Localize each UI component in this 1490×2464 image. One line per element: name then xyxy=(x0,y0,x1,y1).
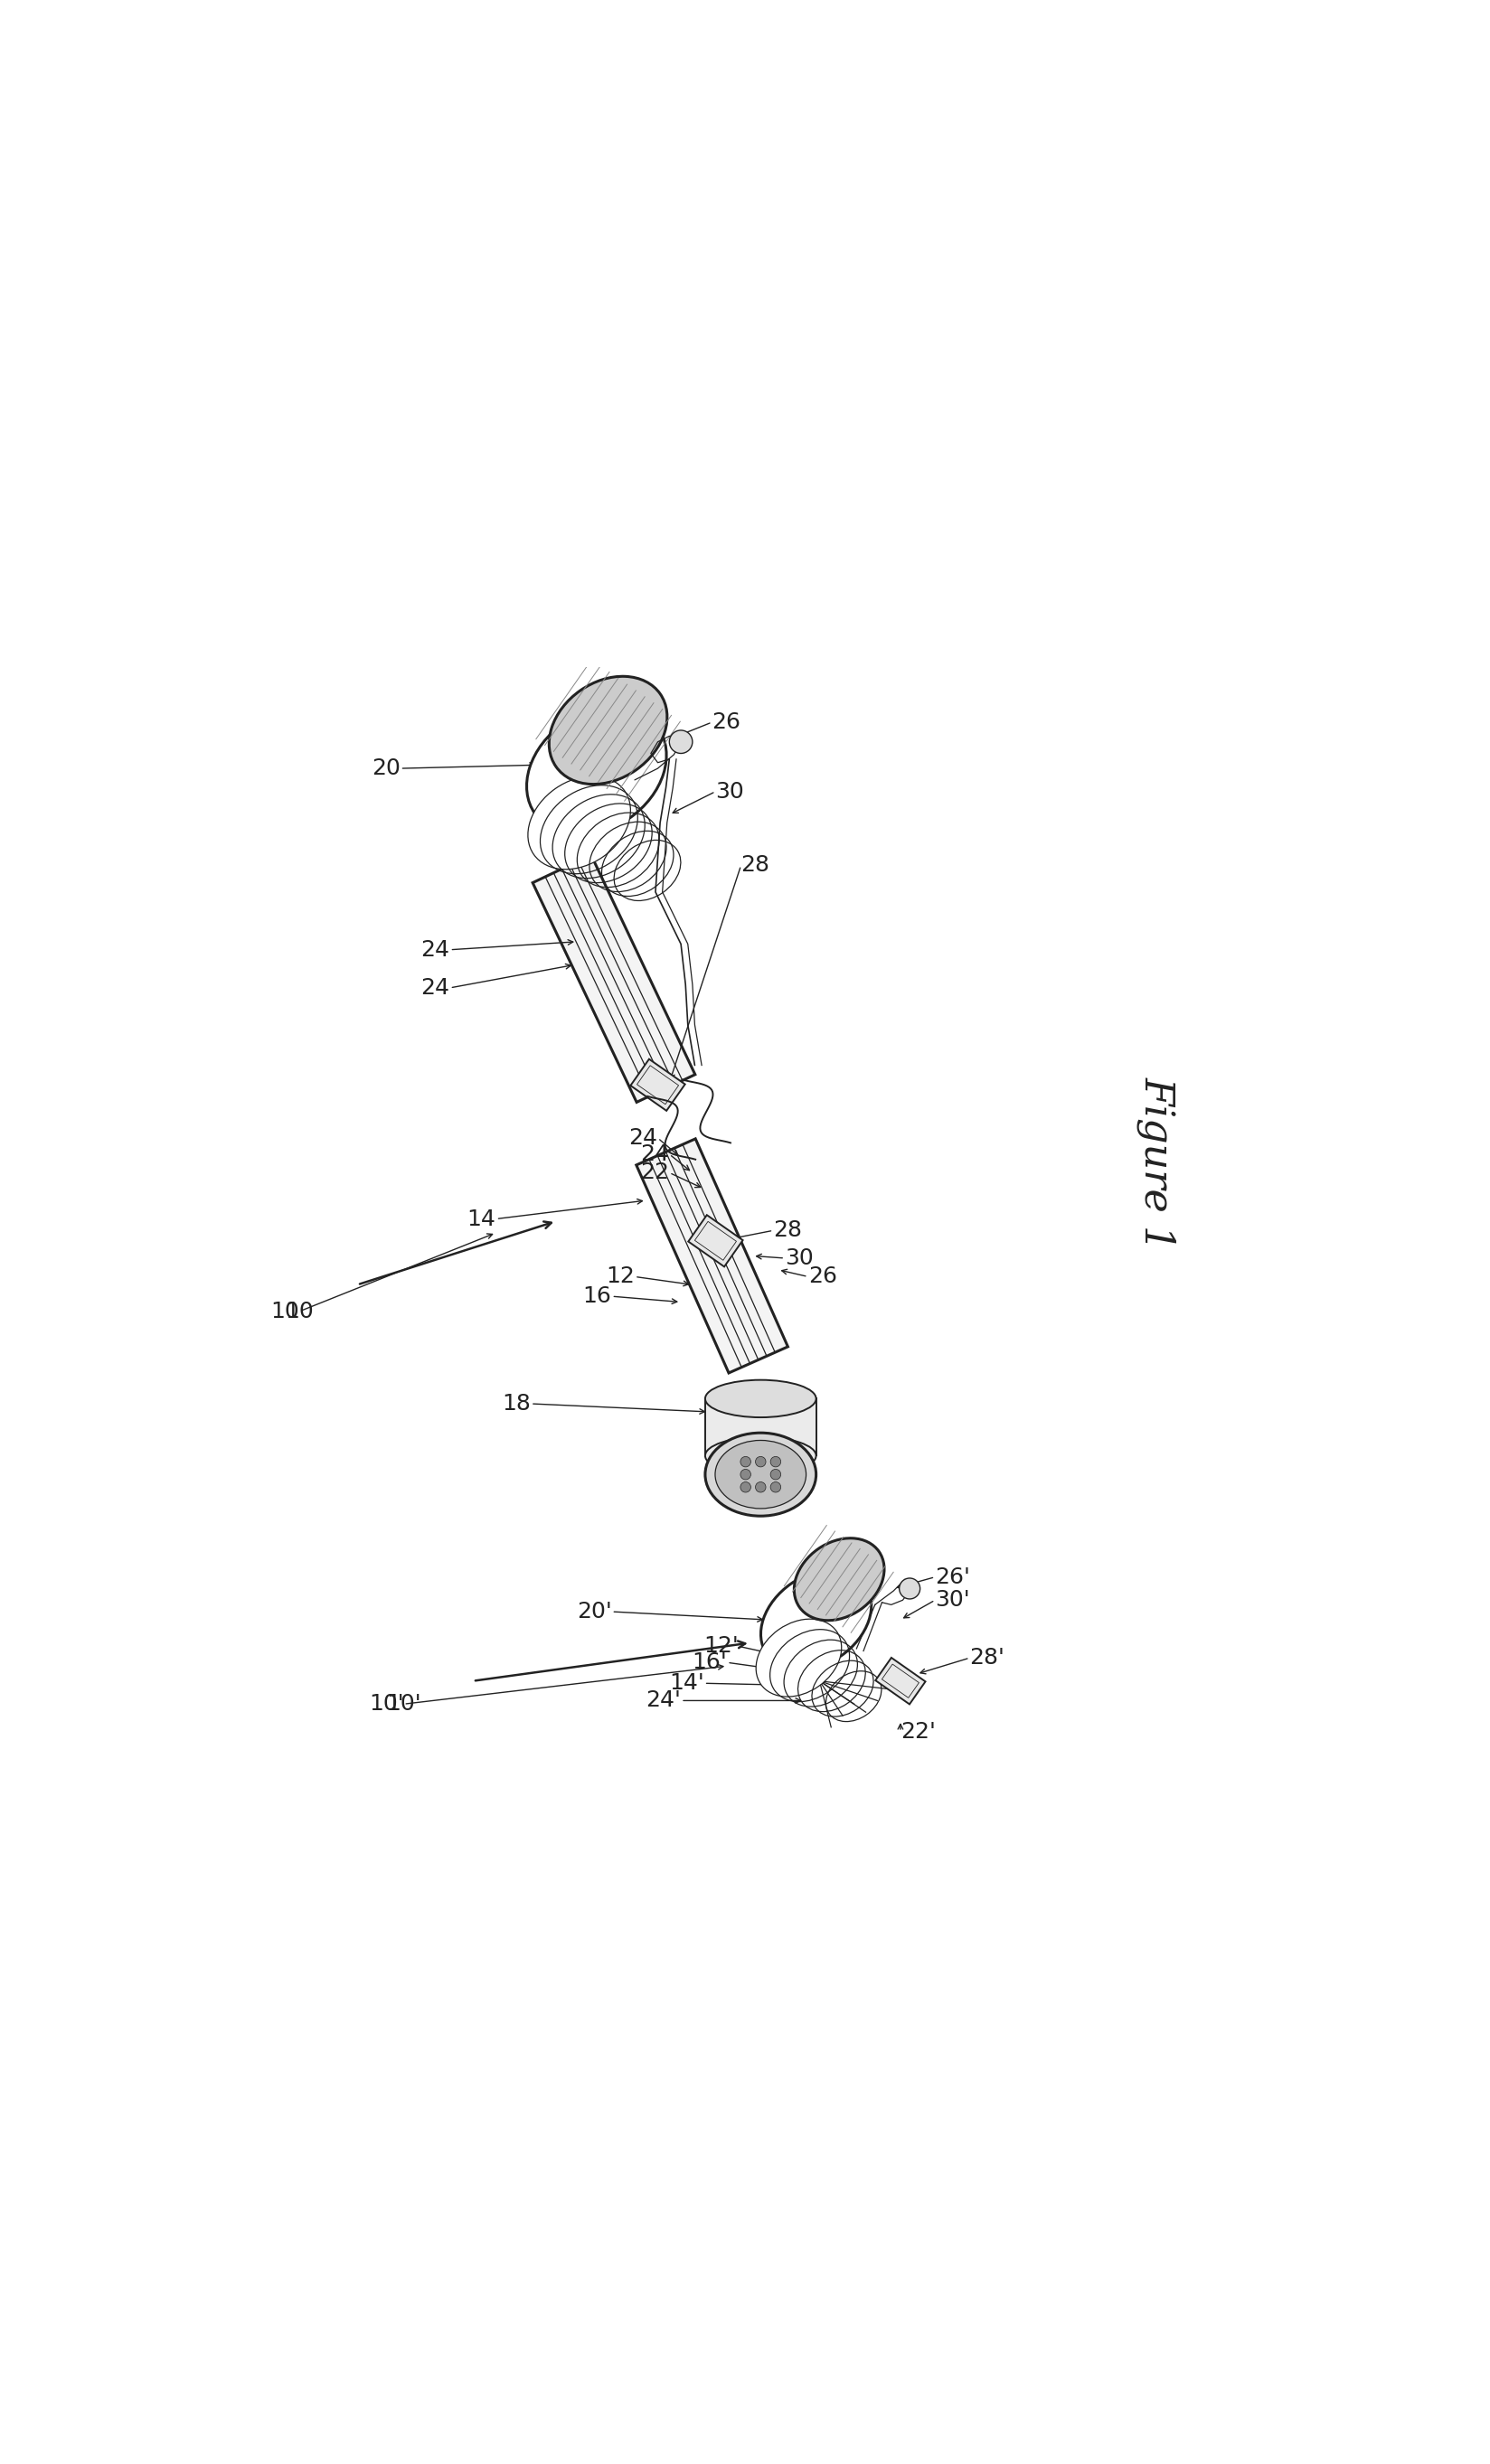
Circle shape xyxy=(770,1456,781,1466)
Ellipse shape xyxy=(526,707,666,835)
Text: 26: 26 xyxy=(808,1266,836,1289)
Ellipse shape xyxy=(794,1538,884,1621)
Text: 30: 30 xyxy=(784,1247,814,1269)
Circle shape xyxy=(770,1469,781,1478)
Circle shape xyxy=(755,1481,766,1493)
Ellipse shape xyxy=(760,1570,870,1671)
Text: 26: 26 xyxy=(712,712,741,734)
Ellipse shape xyxy=(715,1441,806,1508)
Text: 10: 10 xyxy=(285,1301,314,1323)
Circle shape xyxy=(741,1456,751,1466)
Circle shape xyxy=(669,729,691,754)
Text: 14': 14' xyxy=(669,1673,703,1695)
Polygon shape xyxy=(630,1060,684,1111)
Ellipse shape xyxy=(705,1437,815,1473)
Text: 24': 24' xyxy=(645,1690,681,1712)
Text: 16: 16 xyxy=(583,1286,611,1306)
Text: 18: 18 xyxy=(502,1392,530,1414)
Polygon shape xyxy=(705,1400,815,1456)
Text: 30: 30 xyxy=(715,781,744,803)
Text: 10: 10 xyxy=(271,1301,299,1323)
Ellipse shape xyxy=(705,1380,815,1417)
Polygon shape xyxy=(875,1658,925,1705)
Text: 22: 22 xyxy=(641,1163,669,1183)
Circle shape xyxy=(741,1481,751,1493)
Text: 24: 24 xyxy=(420,939,450,961)
Circle shape xyxy=(770,1481,781,1493)
Text: 28: 28 xyxy=(741,855,769,877)
Polygon shape xyxy=(688,1215,742,1266)
Text: 14: 14 xyxy=(466,1207,496,1230)
Text: 28: 28 xyxy=(773,1220,802,1242)
Polygon shape xyxy=(532,855,694,1101)
Text: 12': 12' xyxy=(703,1636,738,1658)
Text: 16': 16' xyxy=(691,1651,727,1673)
Text: 12: 12 xyxy=(605,1266,635,1289)
Text: 26': 26' xyxy=(934,1567,970,1587)
Text: 20': 20' xyxy=(577,1602,611,1621)
Ellipse shape xyxy=(548,675,666,784)
Circle shape xyxy=(898,1577,919,1599)
Text: 24: 24 xyxy=(629,1126,657,1148)
Ellipse shape xyxy=(705,1434,815,1515)
Circle shape xyxy=(755,1456,766,1466)
Text: 28': 28' xyxy=(968,1646,1004,1668)
Text: 20: 20 xyxy=(371,756,399,779)
Text: 22': 22' xyxy=(900,1720,936,1742)
Ellipse shape xyxy=(755,1619,840,1698)
Polygon shape xyxy=(636,1138,787,1372)
Text: 24: 24 xyxy=(420,978,450,998)
Text: Figure 1: Figure 1 xyxy=(1137,1077,1176,1249)
Text: 24: 24 xyxy=(641,1143,669,1165)
Text: 10': 10' xyxy=(368,1693,404,1715)
Circle shape xyxy=(741,1469,751,1478)
Text: 10': 10' xyxy=(386,1693,420,1715)
Text: 30': 30' xyxy=(934,1589,970,1611)
Ellipse shape xyxy=(527,776,630,870)
